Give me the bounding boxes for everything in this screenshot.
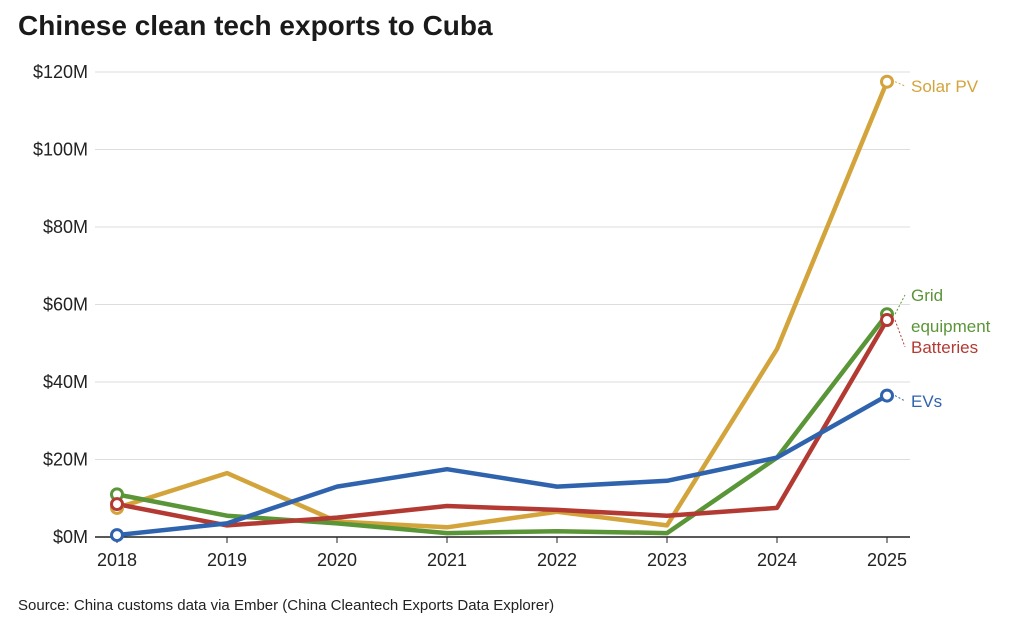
gridlines (95, 71, 910, 538)
source-note: Source: China customs data via Ember (Ch… (18, 597, 555, 614)
y-tick-label: $60M (43, 295, 88, 315)
x-tick-label: 2021 (427, 550, 467, 570)
series-label-leader (894, 319, 906, 348)
y-tick-label: $0M (53, 527, 88, 547)
series-marker-batteries (110, 497, 124, 512)
y-axis-ticks: $0M $20M $40M $60M $80M $100M $120M (33, 62, 88, 547)
y-tick-label: $80M (43, 217, 88, 237)
series-label-batteries: Batteries (911, 338, 978, 357)
series-line-evs (114, 393, 890, 538)
series-label-leader (894, 81, 906, 87)
x-tick-label: 2018 (97, 550, 137, 570)
y-tick-label: $40M (43, 372, 88, 392)
series-labels: Solar PV Grid equipment Batteries EVs (894, 77, 991, 411)
series-marker-evs (110, 528, 124, 543)
x-tick-label: 2020 (317, 550, 357, 570)
x-tick-label: 2025 (867, 550, 907, 570)
y-tick-label: $120M (33, 62, 88, 82)
series-markers (110, 74, 894, 543)
series-lines (114, 79, 890, 538)
series-line-batteries (114, 317, 890, 528)
series-label-solar-pv: Solar PV (911, 77, 979, 96)
series-marker-batteries (880, 313, 894, 327)
series-line-solar-pv (114, 79, 890, 530)
series-label-leader (894, 395, 906, 402)
x-tick-label: 2019 (207, 550, 247, 570)
series-marker-evs (880, 388, 894, 403)
series-marker-solar-pv (880, 74, 894, 89)
chart-title: Chinese clean tech exports to Cuba (18, 10, 493, 41)
y-tick-label: $20M (43, 450, 88, 470)
x-tick-label: 2023 (647, 550, 687, 570)
x-tick-label: 2024 (757, 550, 797, 570)
series-label-grid-equipment: Grid equipment (911, 286, 991, 336)
series-line-grid-equipment (114, 311, 890, 536)
y-tick-label: $100M (33, 140, 88, 160)
series-label-evs: EVs (911, 392, 942, 411)
x-tick-label: 2022 (537, 550, 577, 570)
x-axis-ticks: 2018 2019 2020 2021 2022 2023 2024 2025 (97, 537, 907, 570)
